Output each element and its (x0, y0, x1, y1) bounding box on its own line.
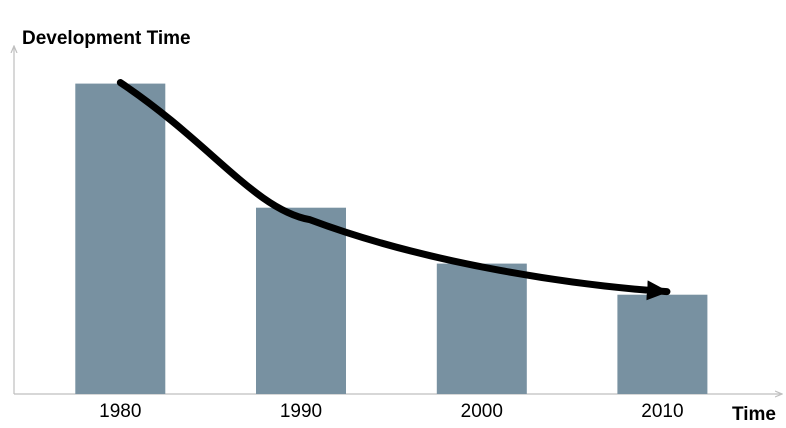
bars-group (75, 83, 708, 394)
y-axis-title: Development Time (22, 28, 191, 49)
x-tick-label-2010: 2010 (641, 401, 683, 422)
x-tick-label-1980: 1980 (99, 401, 141, 422)
bar-1990 (256, 207, 346, 394)
bar-2000 (436, 263, 527, 394)
bar-1980 (75, 83, 166, 394)
x-tick-labels: 1980 1990 2000 2010 (99, 401, 683, 422)
x-axis-title: Time (732, 404, 776, 423)
x-tick-label-2000: 2000 (461, 401, 503, 422)
trend-arrow (116, 79, 671, 301)
x-tick-label-1990: 1990 (280, 401, 322, 422)
bar-2010 (617, 294, 708, 394)
